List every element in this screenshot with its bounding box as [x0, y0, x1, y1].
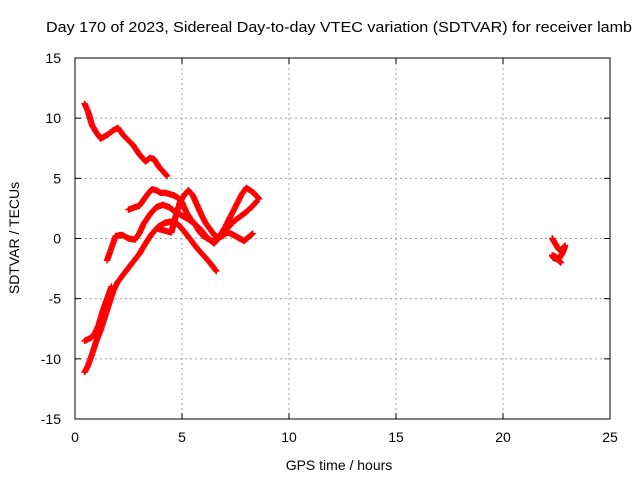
data-points	[81, 100, 569, 376]
y-tick-label: 5	[53, 170, 61, 186]
plot-frame	[74, 57, 611, 420]
data-point	[248, 231, 255, 238]
data-point	[255, 195, 263, 202]
series-track-4	[103, 197, 261, 264]
x-tick-label: 15	[388, 429, 404, 445]
data-point	[254, 194, 262, 202]
x-tick-label: 20	[495, 429, 511, 445]
x-tick-label: 5	[178, 429, 186, 445]
x-tick-label: 25	[602, 429, 618, 445]
series-track-3	[81, 283, 115, 344]
data-point	[212, 266, 219, 273]
y-axis-label: SDTVAR / TECUs	[6, 182, 22, 294]
x-axis-label: GPS time / hours	[286, 457, 393, 473]
data-point	[249, 230, 256, 237]
series-track-6	[155, 187, 256, 245]
y-tick-label: 0	[53, 231, 61, 247]
data-point	[557, 259, 564, 266]
y-tick-label: -5	[49, 291, 62, 307]
series-track-5	[125, 184, 263, 245]
series-track-2	[81, 218, 220, 376]
y-tick-label: 10	[45, 110, 61, 126]
y-tick-label: 15	[45, 50, 61, 66]
x-tick-label: 10	[281, 429, 297, 445]
grid	[75, 58, 610, 419]
data-point	[163, 172, 171, 180]
series-track-7	[549, 235, 569, 266]
data-point	[213, 267, 220, 275]
y-tick-label: -10	[41, 351, 61, 367]
series-track-1	[81, 100, 171, 180]
chart-title: Day 170 of 2023, Sidereal Day-to-day VTE…	[46, 20, 632, 36]
y-tick-label: -15	[41, 411, 61, 427]
data-point	[162, 171, 170, 179]
data-point	[108, 283, 115, 290]
x-tick-label: 0	[71, 429, 79, 445]
x-tick-labels: 0 5 10 15 20 25	[71, 58, 618, 445]
data-point	[252, 198, 260, 206]
